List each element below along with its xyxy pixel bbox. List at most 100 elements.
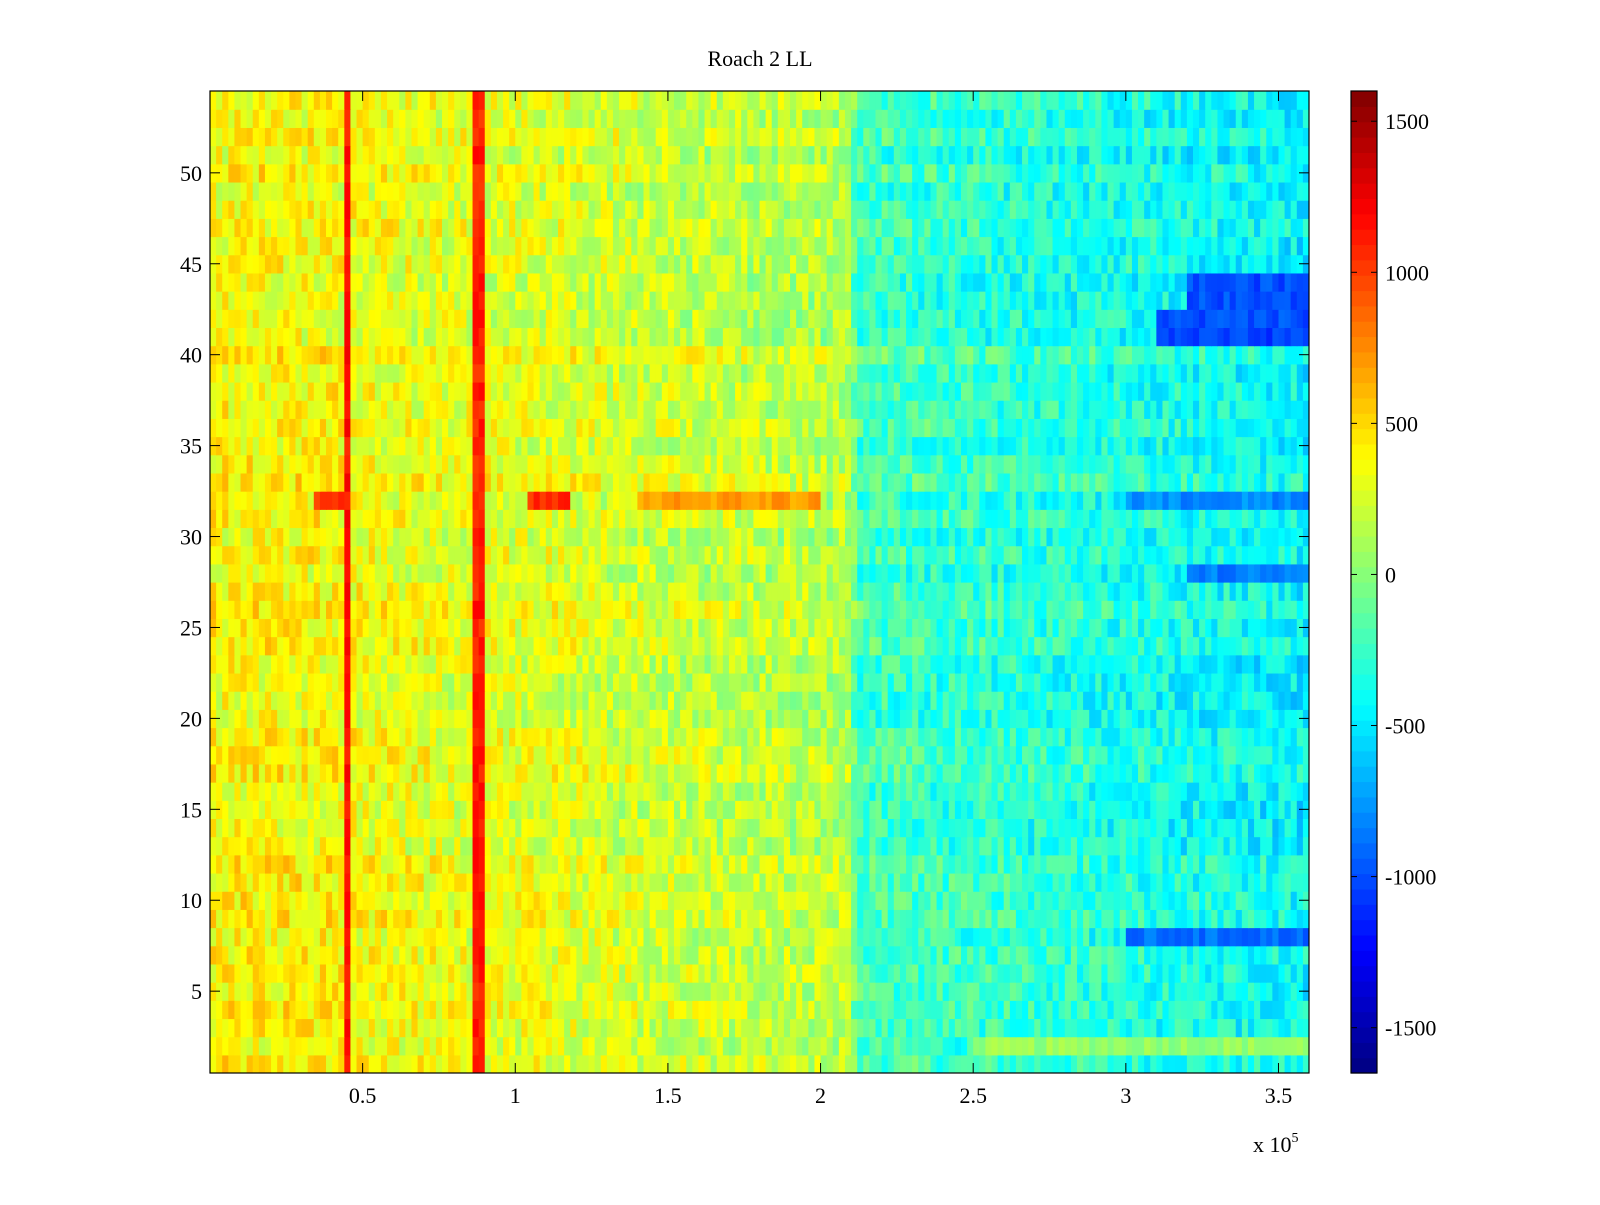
heatmap-cell [1284,618,1292,638]
heatmap-cell [1095,618,1103,638]
heatmap-cell [1211,582,1219,601]
heatmap-cell [1174,745,1182,765]
heatmap-cell [899,945,907,965]
heatmap-cell [857,709,864,729]
heatmap-cell [680,800,687,820]
heatmap-cell [1174,1000,1182,1020]
heatmap-cell [1156,745,1164,765]
heatmap-cell [680,927,687,947]
heatmap-cell [442,1054,449,1073]
heatmap-cell [1229,782,1237,801]
heatmap-cell [222,763,229,783]
heatmap-cell [722,691,730,710]
heatmap-cell [289,836,297,856]
heatmap-cell [484,709,492,729]
heatmap-cell [1302,600,1309,619]
heatmap-cell [637,636,645,656]
heatmap-cell [1113,963,1121,983]
heatmap-cell [765,909,773,929]
heatmap-cell [332,691,339,710]
heatmap-cell [1192,709,1200,729]
heatmap-cell [1162,1036,1170,1056]
heatmap-cell [881,854,889,874]
heatmap-cell [1290,672,1298,692]
heatmap-cell [851,854,858,874]
heatmap-cell [429,763,437,783]
heatmap-cell [893,691,901,710]
heatmap-cell [472,854,480,874]
heatmap-cell [942,563,950,583]
heatmap-cell [423,909,431,929]
heatmap-cell [753,563,761,583]
heatmap-cell [234,763,242,783]
heatmap-cell [832,582,840,601]
heatmap-cell [326,1054,333,1073]
heatmap-cell [252,854,260,874]
heatmap-cell [594,927,602,947]
heatmap-cell [417,945,425,965]
heatmap-cell [790,782,797,801]
heatmap-cell [1162,618,1170,638]
heatmap-cell [600,927,608,947]
heatmap-cell [973,727,980,747]
heatmap-cell [728,618,736,638]
heatmap-cell [564,1000,571,1020]
heatmap-cell [234,963,242,983]
heatmap-cell [674,818,681,838]
heatmap-cell [631,1054,638,1073]
heatmap-cell [1229,636,1237,656]
heatmap-cell [1199,818,1206,838]
heatmap-cell [490,672,498,692]
heatmap-cell [564,963,571,983]
heatmap-cell [710,800,718,820]
heatmap-cell [661,1054,669,1073]
heatmap-cell [399,763,406,783]
heatmap-cell [496,854,504,874]
heatmap-cell [661,782,669,801]
heatmap-cell [1101,654,1109,674]
heatmap-cell [295,800,303,820]
heatmap-cell [570,927,577,947]
heatmap-cell [1034,782,1041,801]
heatmap-cell [1034,1000,1041,1020]
heatmap-cell [264,982,272,1001]
heatmap-cell [1223,927,1231,947]
heatmap-cell [1022,636,1029,656]
heatmap-cell [1028,563,1035,583]
heatmap-cell [979,654,987,674]
heatmap-cell [979,945,987,965]
heatmap-cell [228,872,236,892]
heatmap-cell [771,618,779,638]
heatmap-cell [576,836,584,856]
heatmap-cell [1040,691,1048,710]
heatmap-cell [704,982,712,1001]
heatmap-cell [289,854,297,874]
heatmap-cell [1144,691,1151,710]
heatmap-cell [368,563,376,583]
heatmap-cell [246,745,254,765]
heatmap-cell [1150,1054,1157,1073]
heatmap-cell [851,836,858,856]
heatmap-cell [857,763,864,783]
heatmap-cell [1101,963,1109,983]
heatmap-cell [759,727,767,747]
heatmap-cell [1064,691,1072,710]
heatmap-cell [374,982,382,1001]
heatmap-cell [893,800,901,820]
heatmap-cell [698,945,706,965]
heatmap-cell [716,1000,724,1020]
heatmap-cell [1174,782,1182,801]
heatmap-cell [527,854,535,874]
heatmap-cell [1022,927,1029,947]
heatmap-cell [484,618,492,638]
heatmap-cell [1266,636,1273,656]
heatmap-cell [606,1036,614,1056]
heatmap-cell [1083,818,1090,838]
heatmap-cell [393,745,400,765]
heatmap-cell [832,836,840,856]
heatmap-cell [747,982,754,1001]
heatmap-cell [307,891,315,910]
heatmap-cell [1028,891,1035,910]
heatmap-cell [631,672,638,692]
heatmap-cell [753,727,761,747]
